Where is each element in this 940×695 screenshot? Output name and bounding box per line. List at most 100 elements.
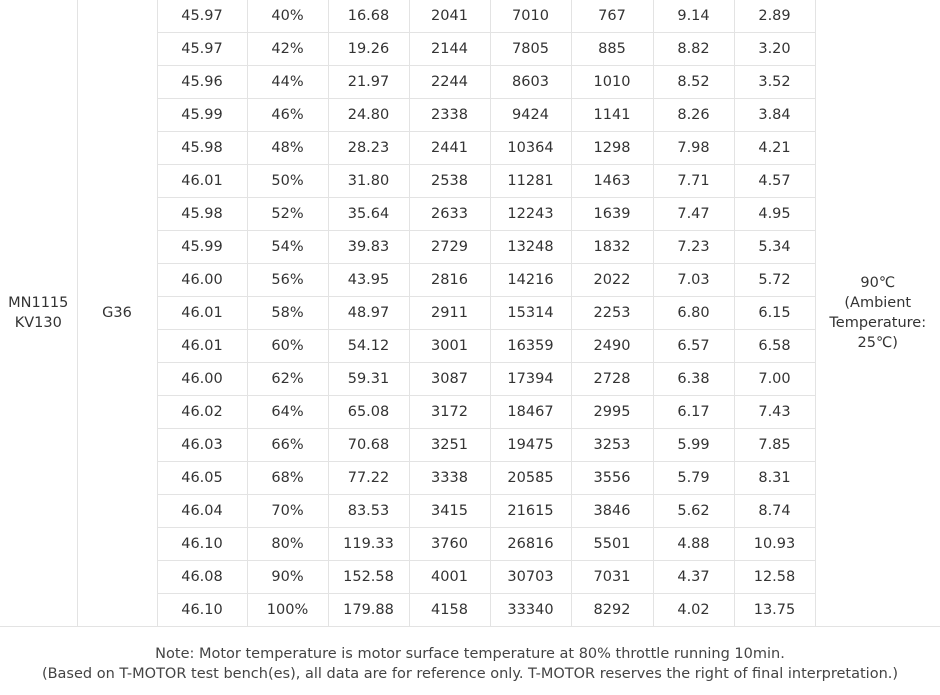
voltage-cell: 45.98 — [156, 197, 248, 231]
rpm-cell: 14216 — [489, 263, 572, 297]
rpm-cell: 13248 — [489, 230, 572, 264]
spec-table-container: MN1115 KV130 G36 45.97 40% 16.68 2041 7010 767 9.… — [0, 0, 940, 627]
torque-cell: 12.58 — [733, 560, 816, 594]
thrust-cell: 2490 — [570, 329, 654, 363]
efficiency-cell: 6.38 — [652, 362, 735, 396]
model-name-line2: KV130 — [14, 315, 62, 331]
voltage-cell: 45.99 — [156, 98, 248, 132]
efficiency-cell: 8.82 — [652, 32, 735, 66]
rpm-cell: 11281 — [489, 164, 572, 198]
rpm-cell: 12243 — [489, 197, 572, 231]
power-cell: 2911 — [408, 296, 491, 330]
power-cell: 3251 — [408, 428, 491, 462]
table-row: 46.04 70% 83.53 3415 21615 3846 5.62 8.74 — [0, 494, 940, 528]
rpm-cell: 18467 — [489, 395, 572, 429]
current-cell: 83.53 — [327, 494, 410, 528]
current-cell: 35.64 — [327, 197, 410, 231]
torque-cell: 6.58 — [733, 329, 816, 363]
power-cell: 2816 — [408, 263, 491, 297]
throttle-cell: 48% — [246, 131, 329, 165]
torque-cell: 3.52 — [733, 65, 816, 99]
power-cell: 2633 — [408, 197, 491, 231]
current-cell: 152.58 — [327, 560, 410, 594]
efficiency-cell: 8.52 — [652, 65, 735, 99]
table-row: 45.99 46% 24.80 2338 9424 1141 8.26 3.84 — [0, 98, 940, 132]
torque-cell: 4.95 — [733, 197, 816, 231]
thrust-cell: 1463 — [570, 164, 654, 198]
table-row: 46.05 68% 77.22 3338 20585 3556 5.79 8.31 — [0, 461, 940, 495]
voltage-cell: 45.96 — [156, 65, 248, 99]
efficiency-cell: 5.79 — [652, 461, 735, 495]
rpm-cell: 33340 — [489, 593, 572, 627]
current-cell: 48.97 — [327, 296, 410, 330]
efficiency-cell: 6.80 — [652, 296, 735, 330]
power-cell: 3760 — [408, 527, 491, 561]
footnote-line-2: (Based on T-MOTOR test bench(es), all da… — [41, 666, 899, 682]
efficiency-cell: 8.26 — [652, 98, 735, 132]
rpm-cell: 7010 — [489, 0, 572, 33]
efficiency-cell: 7.98 — [652, 131, 735, 165]
voltage-cell: 46.01 — [156, 329, 248, 363]
efficiency-cell: 7.03 — [652, 263, 735, 297]
throttle-cell: 44% — [246, 65, 329, 99]
efficiency-cell: 4.88 — [652, 527, 735, 561]
voltage-cell: 46.10 — [156, 527, 248, 561]
motor-test-data-table: MN1115 KV130 G36 45.97 40% 16.68 2041 7010 767 9.… — [0, 0, 940, 627]
table-row: 46.00 56% 43.95 2816 14216 2022 7.03 5.72 — [0, 263, 940, 297]
rpm-cell: 21615 — [489, 494, 572, 528]
rpm-cell: 8603 — [489, 65, 572, 99]
power-cell: 2729 — [408, 230, 491, 264]
current-cell: 119.33 — [327, 527, 410, 561]
power-cell: 2041 — [408, 0, 491, 33]
thrust-cell: 2253 — [570, 296, 654, 330]
thrust-cell: 767 — [570, 0, 654, 33]
torque-cell: 3.84 — [733, 98, 816, 132]
throttle-cell: 40% — [246, 0, 329, 33]
torque-cell: 8.74 — [733, 494, 816, 528]
power-cell: 4158 — [408, 593, 491, 627]
temperature-line1: 90℃ — [860, 275, 896, 291]
throttle-cell: 60% — [246, 329, 329, 363]
efficiency-cell: 7.47 — [652, 197, 735, 231]
current-cell: 31.80 — [327, 164, 410, 198]
thrust-cell: 7031 — [570, 560, 654, 594]
current-cell: 16.68 — [327, 0, 410, 33]
throttle-cell: 80% — [246, 527, 329, 561]
torque-cell: 2.89 — [733, 0, 816, 33]
throttle-cell: 50% — [246, 164, 329, 198]
table-row: 46.10 100% 179.88 4158 33340 8292 4.02 13.75 — [0, 593, 940, 627]
voltage-cell: 45.98 — [156, 131, 248, 165]
throttle-cell: 68% — [246, 461, 329, 495]
model-name-line1: MN1115 — [8, 295, 69, 311]
thrust-cell: 1010 — [570, 65, 654, 99]
voltage-cell: 46.00 — [156, 263, 248, 297]
torque-cell: 4.57 — [733, 164, 816, 198]
rpm-cell: 7805 — [489, 32, 572, 66]
torque-cell: 5.72 — [733, 263, 816, 297]
efficiency-cell: 6.57 — [652, 329, 735, 363]
throttle-cell: 54% — [246, 230, 329, 264]
voltage-cell: 46.01 — [156, 164, 248, 198]
thrust-cell: 1141 — [570, 98, 654, 132]
thrust-cell: 3846 — [570, 494, 654, 528]
rpm-cell: 9424 — [489, 98, 572, 132]
voltage-cell: 45.97 — [156, 32, 248, 66]
current-cell: 70.68 — [327, 428, 410, 462]
torque-cell: 6.15 — [733, 296, 816, 330]
table-row: 46.00 62% 59.31 3087 17394 2728 6.38 7.00 — [0, 362, 940, 396]
footnote: Note: Motor temperature is motor surface… — [0, 644, 940, 684]
temperature-line2: (Ambient — [844, 295, 912, 311]
throttle-cell: 66% — [246, 428, 329, 462]
table-row: 46.02 64% 65.08 3172 18467 2995 6.17 7.43 — [0, 395, 940, 429]
power-cell: 2244 — [408, 65, 491, 99]
throttle-cell: 42% — [246, 32, 329, 66]
thrust-cell: 1298 — [570, 131, 654, 165]
current-cell: 77.22 — [327, 461, 410, 495]
power-cell: 2338 — [408, 98, 491, 132]
throttle-cell: 62% — [246, 362, 329, 396]
thrust-cell: 3253 — [570, 428, 654, 462]
table-row: 45.99 54% 39.83 2729 13248 1832 7.23 5.34 — [0, 230, 940, 264]
voltage-cell: 46.04 — [156, 494, 248, 528]
voltage-cell: 46.02 — [156, 395, 248, 429]
throttle-cell: 46% — [246, 98, 329, 132]
